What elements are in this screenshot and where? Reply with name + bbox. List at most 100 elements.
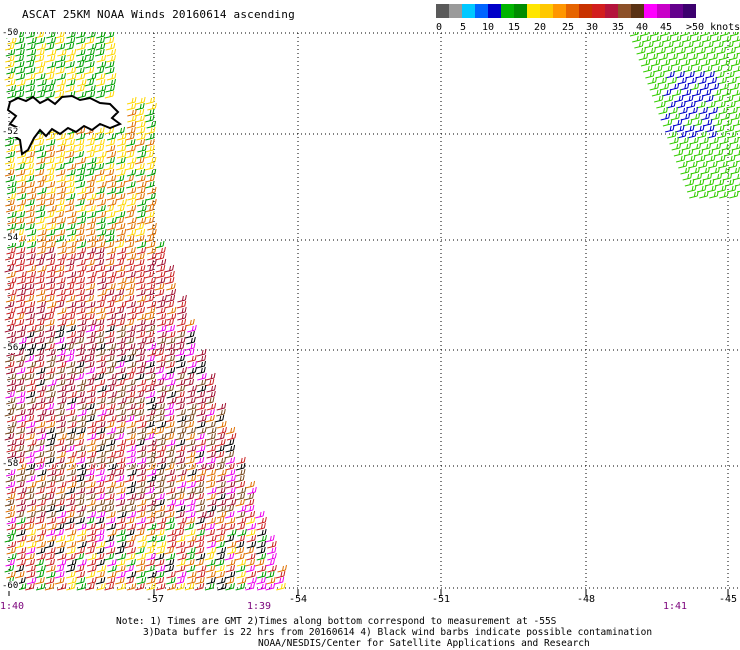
wind-barb <box>196 396 207 405</box>
wind-barb <box>725 154 736 163</box>
wind-barb <box>37 228 47 237</box>
wind-barb <box>16 354 26 363</box>
wind-barb <box>164 408 175 417</box>
wind-barb <box>4 168 15 177</box>
wind-barb <box>206 456 216 465</box>
wind-barb <box>35 210 46 219</box>
wind-barb <box>46 222 57 231</box>
wind-barb <box>25 432 35 441</box>
legend-label: 0 <box>436 22 443 33</box>
wind-barb <box>246 540 257 549</box>
wind-barb <box>97 228 107 237</box>
wind-barb <box>705 154 716 163</box>
wind-barb <box>692 172 703 181</box>
wind-barb <box>6 378 17 387</box>
note-line-1: Note: 1) Times are GMT 2)Times along bot… <box>116 616 557 627</box>
wind-barb <box>77 318 87 327</box>
wind-barb <box>177 414 187 423</box>
lon-label: -48 <box>576 594 596 605</box>
legend-color-bar <box>436 4 696 18</box>
wind-barb <box>135 414 145 423</box>
wind-barb <box>115 576 125 585</box>
wind-barb <box>47 468 57 477</box>
wind-barb <box>177 516 187 525</box>
wind-barb <box>35 378 46 387</box>
wind-barb <box>688 160 698 169</box>
wind-barb <box>106 342 117 351</box>
wind-barb <box>94 132 104 141</box>
wind-barb <box>722 34 732 43</box>
wind-barb <box>14 510 25 519</box>
wind-barb <box>104 504 115 513</box>
wind-barb <box>115 270 126 279</box>
wind-barb <box>126 168 137 177</box>
wind-barb <box>246 570 257 579</box>
wind-barb <box>87 72 97 81</box>
wind-barb <box>145 126 156 135</box>
wind-barb <box>25 552 35 561</box>
wind-barb <box>176 360 186 369</box>
wind-barb <box>256 522 266 531</box>
wind-barb <box>27 324 37 333</box>
wind-barb <box>54 222 65 231</box>
wind-barb <box>15 72 26 81</box>
wind-barb <box>167 528 177 537</box>
wind-barb <box>185 342 196 351</box>
wind-barb <box>95 540 106 549</box>
wind-barb <box>114 360 125 369</box>
wind-barb <box>155 546 166 555</box>
wind-barb <box>55 66 66 75</box>
wind-barb <box>197 426 207 435</box>
wind-barb <box>15 492 26 501</box>
wind-barb <box>115 192 126 201</box>
wind-barb <box>661 88 672 97</box>
wind-barb <box>206 492 216 501</box>
wind-barb <box>155 582 166 591</box>
wind-barb <box>75 276 86 285</box>
wind-barb <box>45 408 55 417</box>
wind-barb <box>104 288 115 297</box>
wind-barb <box>670 112 681 121</box>
wind-barb <box>712 34 722 43</box>
wind-barb <box>135 306 146 315</box>
wind-barb <box>106 480 117 489</box>
wind-barb <box>114 468 125 477</box>
wind-barb <box>36 552 46 561</box>
wind-barb <box>235 492 246 501</box>
wind-barb <box>65 516 75 525</box>
wind-barb <box>216 408 226 417</box>
wind-barb <box>195 432 205 441</box>
wind-barb <box>96 354 106 363</box>
wind-barb <box>15 162 25 171</box>
legend-swatch <box>631 4 644 18</box>
wind-barb <box>135 582 145 591</box>
wind-barb <box>104 66 115 75</box>
wind-barb <box>104 408 115 417</box>
wind-barb <box>16 546 27 555</box>
wind-barb <box>85 228 96 237</box>
wind-barb <box>207 534 217 543</box>
wind-barb <box>126 186 137 195</box>
wind-barb <box>45 456 55 465</box>
wind-barb <box>666 100 676 109</box>
wind-barb <box>136 456 147 465</box>
wind-barb <box>127 192 137 201</box>
wind-barb <box>36 474 46 483</box>
legend-swatch <box>540 4 553 18</box>
wind-barb <box>166 582 177 591</box>
wind-barb <box>66 306 77 315</box>
wind-barb <box>694 40 704 49</box>
wind-barb <box>215 474 226 483</box>
wind-barb <box>165 426 176 435</box>
wind-barb <box>66 210 77 219</box>
wind-barb <box>156 354 167 363</box>
wind-barb <box>124 516 135 525</box>
wind-barb <box>15 210 26 219</box>
wind-barb <box>34 444 45 453</box>
wind-barb <box>125 552 136 561</box>
wind-barb <box>145 360 155 369</box>
wind-barb <box>105 336 115 345</box>
wind-barb <box>146 192 156 201</box>
wind-barb <box>705 124 715 133</box>
wind-barb <box>95 36 106 45</box>
